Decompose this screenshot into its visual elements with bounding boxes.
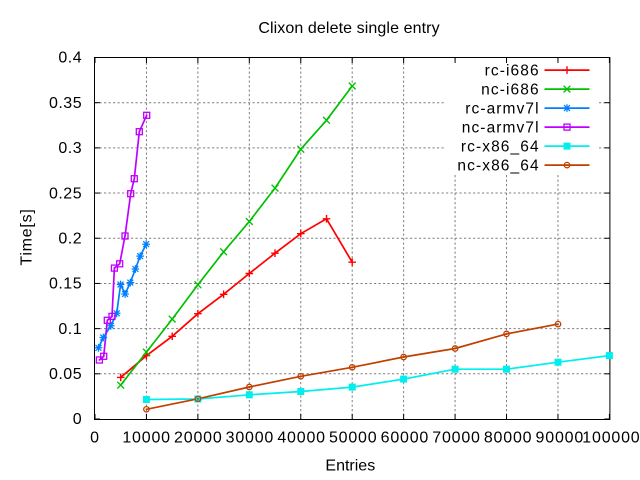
svg-text:70000: 70000 [432,430,481,447]
svg-text:0.2: 0.2 [58,231,82,248]
svg-text:rc-i686: rc-i686 [485,62,540,79]
svg-text:100000: 100000 [582,430,640,447]
svg-text:rc-armv7l: rc-armv7l [465,100,539,117]
svg-text:80000: 80000 [484,430,533,447]
svg-text:90000: 90000 [536,430,585,447]
svg-text:0.35: 0.35 [49,95,82,112]
svg-text:0.05: 0.05 [49,366,82,383]
svg-text:0: 0 [90,430,100,447]
svg-text:20000: 20000 [174,430,223,447]
svg-text:nc-armv7l: nc-armv7l [462,119,540,136]
svg-text:nc-x86_64: nc-x86_64 [457,157,539,174]
svg-text:40000: 40000 [277,430,326,447]
svg-text:0: 0 [73,411,82,428]
svg-text:0.15: 0.15 [49,276,82,293]
svg-text:10000: 10000 [122,430,171,447]
svg-text:Entries: Entries [325,457,375,474]
svg-text:rc-x86_64: rc-x86_64 [461,138,540,155]
svg-text:60000: 60000 [381,430,430,447]
svg-text:0.1: 0.1 [58,321,82,338]
svg-text:nc-i686: nc-i686 [481,81,540,98]
svg-text:0.3: 0.3 [58,140,82,157]
svg-text:30000: 30000 [226,430,275,447]
svg-text:0.25: 0.25 [49,185,82,202]
svg-text:50000: 50000 [329,430,378,447]
svg-text:Time[s]: Time[s] [18,208,35,265]
svg-text:Clixon delete single entry: Clixon delete single entry [258,20,439,37]
svg-text:0.4: 0.4 [58,50,82,67]
